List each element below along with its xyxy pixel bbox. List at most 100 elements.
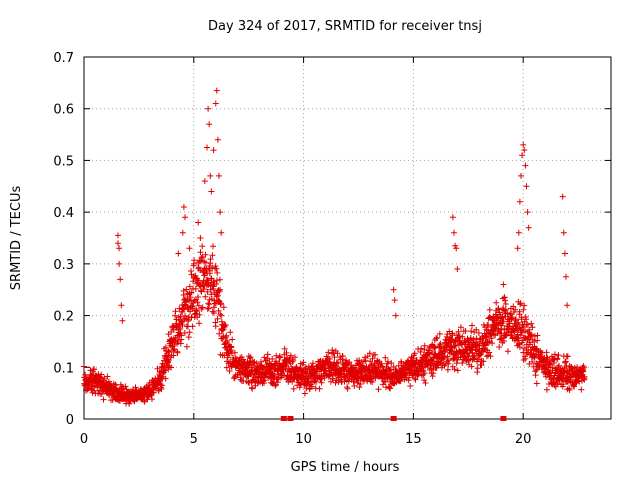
data-point [116,260,123,267]
data-point [326,356,333,362]
data-point [499,314,506,321]
data-point [534,346,541,353]
data-point [351,382,358,389]
data-point [483,334,490,340]
data-point [269,380,275,386]
data-point [115,240,121,247]
data-point [190,278,197,285]
data-point [382,354,389,361]
data-point [217,286,224,293]
data-point [561,250,568,257]
data-point [213,281,220,287]
data-point [216,330,223,337]
data-point [212,263,219,270]
data-point [188,268,194,274]
data-point [515,319,522,326]
data-point [316,385,323,392]
data-point [186,297,193,304]
data-point [229,336,236,343]
data-point [388,360,395,367]
data-point [222,322,229,329]
data-point [564,353,571,360]
data-point [182,214,188,221]
data-point [406,374,413,381]
data-point [560,381,567,388]
data-point [277,354,284,361]
data-point [214,136,221,143]
data-point [224,337,231,344]
data-point [346,359,353,366]
data-point [264,355,271,362]
data-point [454,356,461,363]
data-point [301,390,308,397]
y-tick-label: 0.1 [53,361,74,376]
data-point [220,304,227,311]
data-point [546,360,553,367]
x-tick-label: 20 [515,432,532,447]
data-point [437,340,444,347]
data-point [501,338,507,344]
data-point [272,382,279,389]
data-point [213,293,220,300]
data-point [216,276,223,283]
data-point [448,336,455,342]
data-point [474,365,481,372]
data-point [473,326,480,333]
data-point [378,360,385,367]
data-point [222,339,229,346]
data-point [100,396,107,403]
data-point [249,385,256,392]
data-point [331,354,338,361]
data-point [223,332,230,339]
data-point [473,335,480,342]
data-point [518,329,525,336]
data-point [391,297,398,304]
data-point [534,332,541,339]
data-point [449,330,456,337]
data-point [175,250,182,257]
data-point [444,366,451,373]
data-point [471,354,478,361]
data-point [195,294,201,300]
data-point [313,378,320,385]
data-point [515,229,522,236]
data-point [529,324,536,331]
data-point [555,352,562,359]
data-point [184,304,191,311]
data-point [454,266,461,272]
data-point [212,323,219,330]
data-point [246,355,253,362]
data-point [486,306,493,313]
x-tick-label: 10 [295,432,312,447]
data-point [434,334,441,341]
data-point [210,147,217,154]
data-point [512,306,519,313]
data-point [207,267,213,274]
data-point [196,311,203,318]
data-point [317,376,324,383]
data-point [185,334,192,341]
data-point [442,347,449,354]
data-point [316,368,323,375]
data-point [436,330,443,337]
data-point [516,344,523,351]
data-point [528,332,535,339]
data-point [290,385,297,392]
data-point [552,351,558,358]
data-point [291,354,298,361]
data-point [375,386,382,393]
data-point [504,348,511,355]
data-point [468,363,475,370]
data-point [217,311,224,318]
data-point [219,327,226,334]
data-point [264,351,271,358]
data-point [309,360,316,367]
data-point [286,358,293,365]
data-point [218,229,225,236]
data-point [518,172,524,179]
data-point [554,380,561,387]
data-point [480,358,487,365]
data-point [201,178,208,185]
data-point [382,378,389,385]
data-point [543,349,550,356]
